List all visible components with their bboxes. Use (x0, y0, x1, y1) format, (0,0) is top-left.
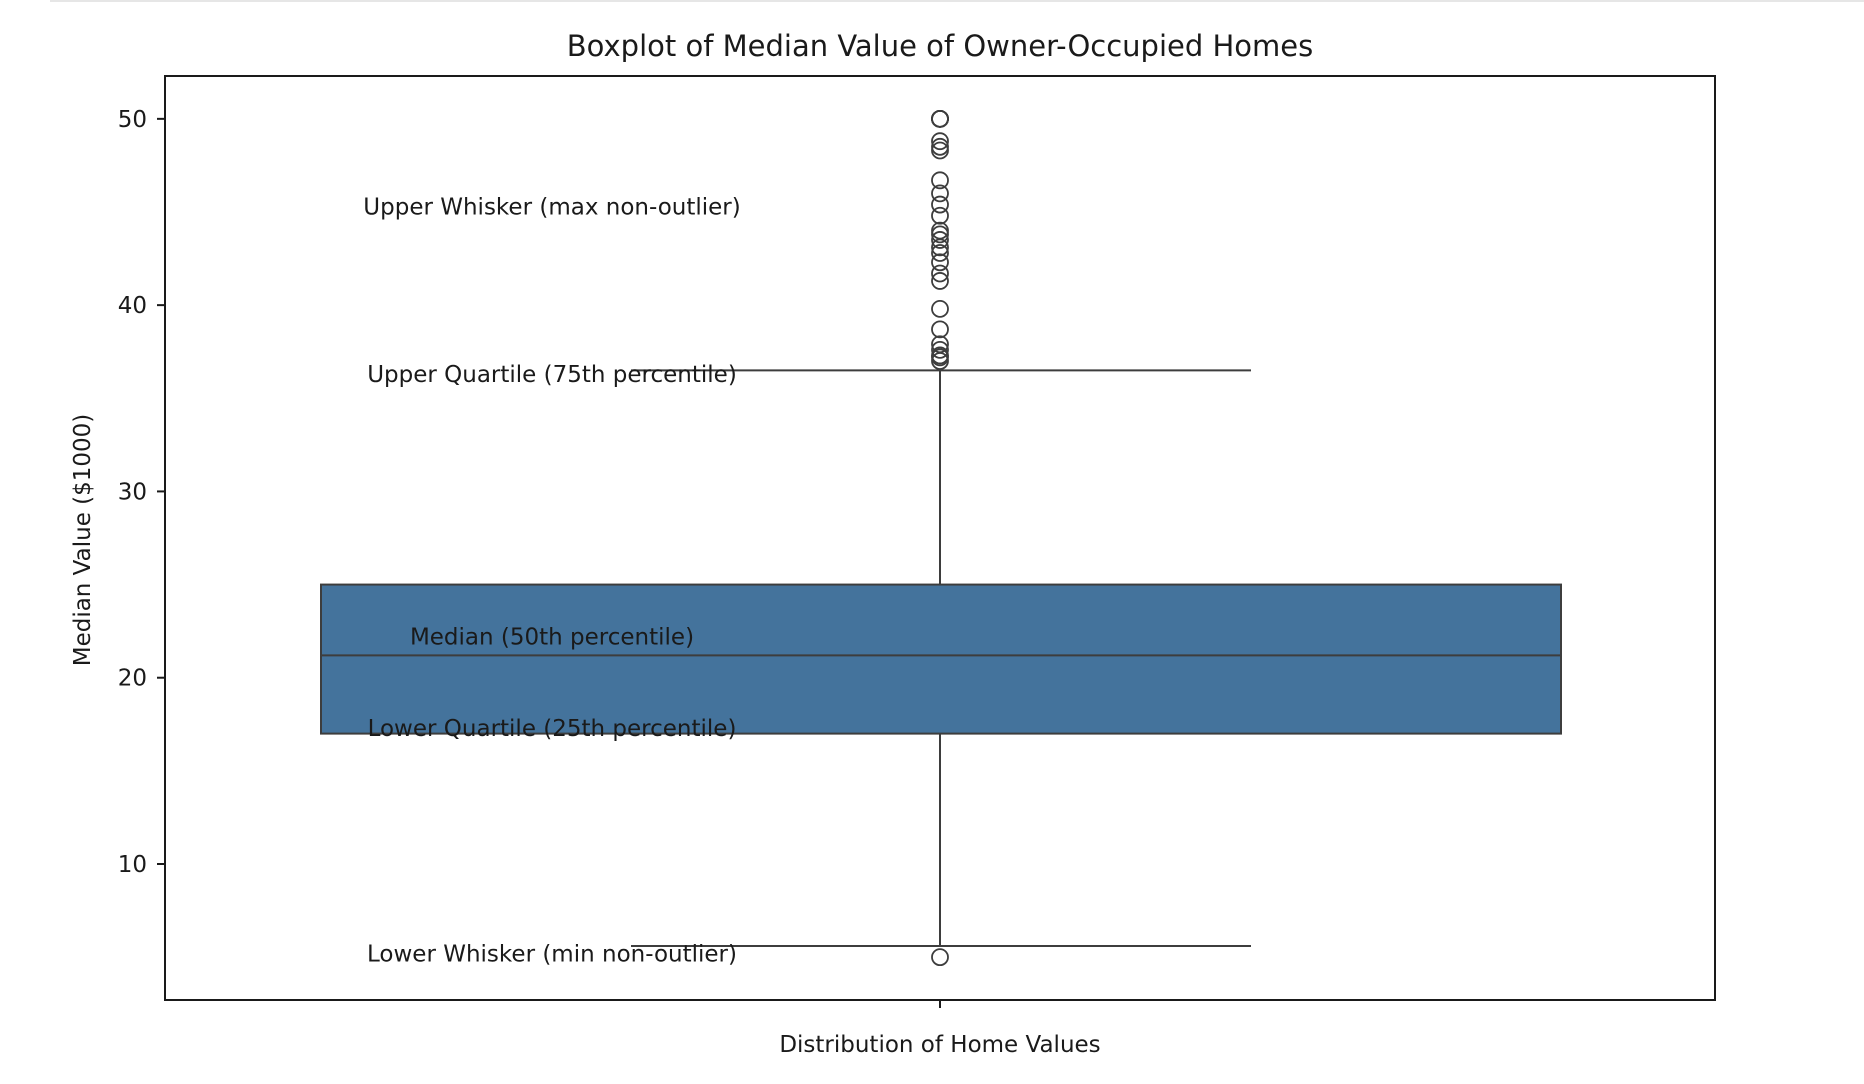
outlier-point (931, 244, 949, 262)
annotations: Upper Whisker (max non-outlier) Upper Qua… (363, 194, 740, 967)
y-tick-label: 10 (118, 852, 147, 878)
y-tick-label: 50 (118, 107, 147, 133)
y-tick-label: 20 (118, 666, 147, 692)
outlier-point (931, 141, 949, 160)
y-axis: 10 20 30 40 50 (118, 107, 165, 878)
outlier-point (931, 231, 949, 249)
outlier-point (931, 238, 949, 257)
y-tick-label: 40 (118, 293, 147, 319)
outlier-point (931, 184, 949, 203)
iqr-box (320, 583, 1562, 735)
annotation-label: Lower Whisker (min non-outlier) (367, 941, 737, 967)
outlier-point (931, 948, 949, 967)
annotation-label: Upper Whisker (max non-outlier) (363, 194, 740, 220)
outlier-point (931, 299, 949, 318)
outlier-point (931, 253, 949, 272)
y-axis-label: Median Value ($1000) (70, 414, 96, 667)
outlier-point (931, 225, 949, 244)
y-tick-label: 30 (118, 479, 147, 505)
x-axis-label: Distribution of Home Values (779, 1032, 1100, 1058)
outlier-point (931, 264, 949, 283)
outlier-point (931, 352, 949, 370)
outlier-point (931, 320, 949, 339)
annotation-label: Upper Quartile (75th percentile) (367, 362, 737, 388)
outlier-point (931, 132, 949, 151)
outlier-point (931, 221, 949, 240)
outlier-point (931, 171, 949, 190)
outlier-point (931, 109, 949, 128)
outlier-point (931, 340, 949, 359)
outlier-point (931, 206, 949, 225)
annotation-label: Lower Quartile (25th percentile) (368, 716, 737, 742)
annotation-label: Median (50th percentile) (410, 625, 694, 651)
outlier-point (931, 272, 949, 290)
chart-title: Boxplot of Median Value of Owner-Occupie… (567, 29, 1313, 63)
outlier-point (931, 195, 949, 214)
outliers (931, 109, 949, 967)
